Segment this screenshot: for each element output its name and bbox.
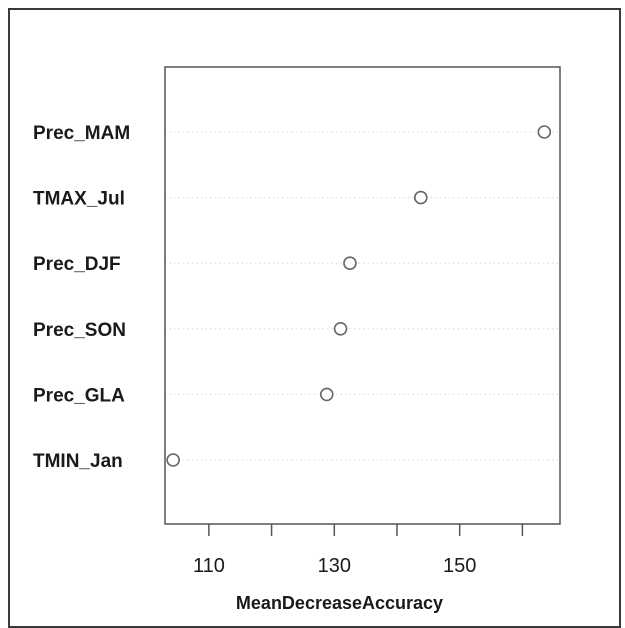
data-point <box>333 321 348 336</box>
x-tick-label: 150 <box>443 555 476 577</box>
category-label: TMAX_Jul <box>33 189 125 210</box>
data-point <box>166 453 180 467</box>
x-tick-label: 130 <box>318 555 351 577</box>
gridlines <box>165 131 560 461</box>
x-axis-title: MeanDecreaseAccuracy <box>236 593 443 613</box>
category-label: Prec_DJF <box>33 254 121 275</box>
x-axis: 110 130 150 <box>193 524 524 577</box>
category-label: TMIN_Jan <box>33 451 123 472</box>
data-point <box>537 125 552 139</box>
x-tick-label: 110 <box>193 555 225 577</box>
data-point <box>343 256 357 271</box>
data-point <box>319 387 334 402</box>
y-axis-labels: Prec_MAM TMAX_Jul Prec_DJF Prec_SON Prec_GLA… <box>33 123 130 472</box>
data-point <box>414 190 428 205</box>
category-label: Prec_GLA <box>33 385 125 406</box>
category-label: Prec_MAM <box>33 123 130 144</box>
category-label: Prec_SON <box>33 320 126 341</box>
data-points <box>166 125 552 467</box>
plot-area <box>164 66 561 525</box>
